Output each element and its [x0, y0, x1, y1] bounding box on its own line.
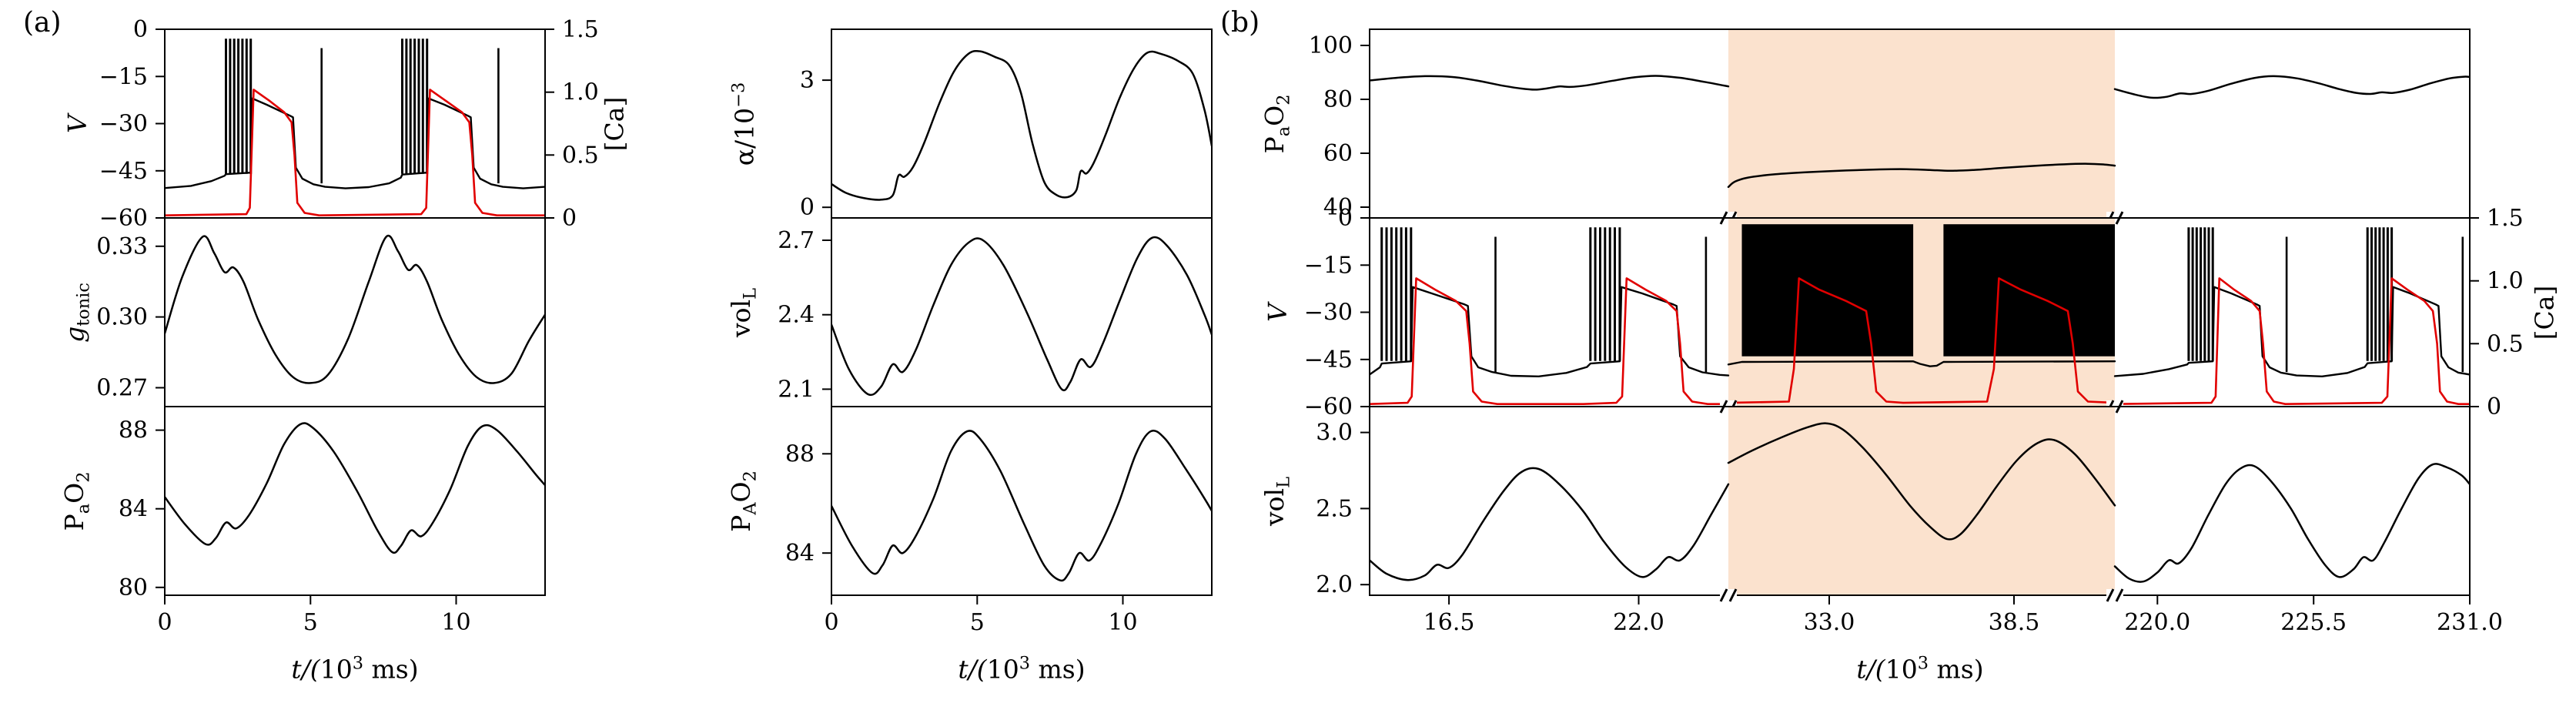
axes-box [164, 217, 546, 407]
trace-arterial-PO2 [2113, 75, 2470, 99]
axes-box [1369, 406, 2471, 596]
trace-arterial-PO2 [1727, 162, 2116, 189]
tick-label: 5 [303, 609, 318, 636]
tick-label: 5 [970, 609, 985, 636]
tick-label: 0 [157, 609, 172, 636]
trace-lung-volume [1370, 467, 1730, 581]
subplot-a2: 0.33 0.30 0.27 [96, 217, 546, 407]
trace-Ca-concentration [2113, 277, 2470, 405]
axes-box [831, 217, 1213, 407]
tick-label: 0.30 [96, 304, 148, 331]
shaded-region [1728, 407, 2115, 595]
subplot-b2: 0 −15 −30 −45 −60 1.5 1.0 0.5 0 [1304, 205, 2524, 420]
subplot-m1: 30 [800, 28, 1213, 221]
tick-label: 80 [1323, 86, 1353, 113]
axis-break-mark [2115, 588, 2124, 602]
tick-label: 231.0 [2437, 609, 2503, 636]
tick-label: −45 [1304, 347, 1353, 373]
trace-lung-volume [2113, 463, 2470, 583]
tick-label: 2.4 [778, 302, 815, 329]
tick-label: 60 [1323, 140, 1353, 167]
trace-lung-volume [831, 236, 1212, 397]
trace-alpha [831, 49, 1212, 201]
tick-label: 0 [824, 609, 838, 636]
axes-box [831, 406, 1213, 596]
trace-arterial-PO2 [165, 422, 545, 554]
tick-label: 16.5 [1423, 609, 1475, 636]
tick-label: 1.0 [562, 79, 599, 106]
tick-label: 33.0 [1804, 609, 1855, 636]
tick-label: 88 [119, 417, 148, 444]
trace-lung-volume [1727, 422, 2116, 541]
tick-label: 220.0 [2124, 609, 2190, 636]
tick-label: 0.5 [562, 142, 599, 169]
tick-label: 0.33 [96, 233, 148, 260]
tick-label: 0.27 [96, 375, 148, 402]
tick-label: 40 [1323, 194, 1353, 221]
trace-Ca-concentration [1370, 277, 1730, 405]
trace-g-tonic [165, 234, 545, 384]
trace-Ca-concentration [165, 89, 545, 216]
axes-box [164, 28, 546, 219]
tick-label: 225.5 [2280, 609, 2347, 636]
subplot-b3: 3.0 2.5 2.0 [1316, 406, 2471, 602]
tick-label: 80 [119, 574, 148, 601]
axis-break-mark [2106, 588, 2115, 602]
tick-label: −15 [1304, 252, 1353, 279]
tick-label: 3.0 [1316, 420, 1353, 447]
shaded-region [1728, 29, 2115, 218]
tick-label: −15 [99, 63, 148, 90]
tick-label: 88 [785, 440, 815, 467]
tick-label: 2.7 [778, 227, 815, 254]
tick-label: −45 [99, 158, 148, 185]
tick-label: 0 [2487, 393, 2501, 420]
subplot-b1: 100 80 60 40 [1309, 28, 2471, 225]
tonic-burst-block [1741, 224, 1914, 357]
axes-box [831, 28, 1213, 219]
tick-label: 1.5 [562, 16, 599, 43]
tick-label: 0 [800, 194, 815, 221]
trace-alveolar-PO2 [831, 429, 1212, 582]
tick-label: −60 [1304, 393, 1353, 420]
tick-label: −60 [99, 205, 148, 232]
trace-V-membrane-potential [1727, 360, 2116, 367]
tick-label: −30 [1304, 300, 1353, 327]
tick-label: −30 [99, 111, 148, 138]
tick-label: 1.5 [2487, 205, 2524, 232]
tick-label: 2.0 [1316, 571, 1353, 598]
tick-label: 100 [1309, 32, 1353, 59]
tick-label: 10 [441, 609, 470, 636]
subplot-a1: 0 −15 −30 −45 −60 1.5 1.0 0.5 0 [99, 16, 599, 232]
tick-label: 22.0 [1613, 609, 1664, 636]
trace-V-membrane-potential [165, 97, 545, 189]
tick-label: 84 [785, 540, 815, 567]
tick-label: 0.5 [2487, 330, 2524, 357]
axes-box [164, 406, 546, 596]
trace-arterial-PO2 [1370, 75, 1730, 91]
subplot-m3: 88 84 [785, 406, 1213, 596]
axis-break-mark [1719, 588, 1728, 602]
tick-label: 2.1 [778, 376, 815, 403]
tick-label: 3 [800, 67, 815, 94]
tick-label: 2.5 [1316, 495, 1353, 522]
tick-label: 38.5 [1989, 609, 2040, 636]
tick-label: 0 [1338, 205, 1353, 232]
subplot-m2: 2.7 2.4 2.1 [778, 217, 1213, 407]
tick-label: 10 [1108, 609, 1137, 636]
tick-label: 0 [133, 16, 148, 43]
tonic-burst-block [1943, 224, 2115, 357]
tick-label: 0 [562, 205, 577, 232]
subplot-a3: 88 84 80 [119, 406, 546, 601]
tick-label: 1.0 [2487, 268, 2524, 295]
trace-Ca-concentration [1727, 277, 2116, 404]
trace-V-membrane-potential [1370, 286, 1730, 377]
tick-label: 84 [119, 496, 148, 523]
axis-break-mark [1728, 588, 1738, 602]
trace-V-membrane-potential [2113, 286, 2470, 377]
